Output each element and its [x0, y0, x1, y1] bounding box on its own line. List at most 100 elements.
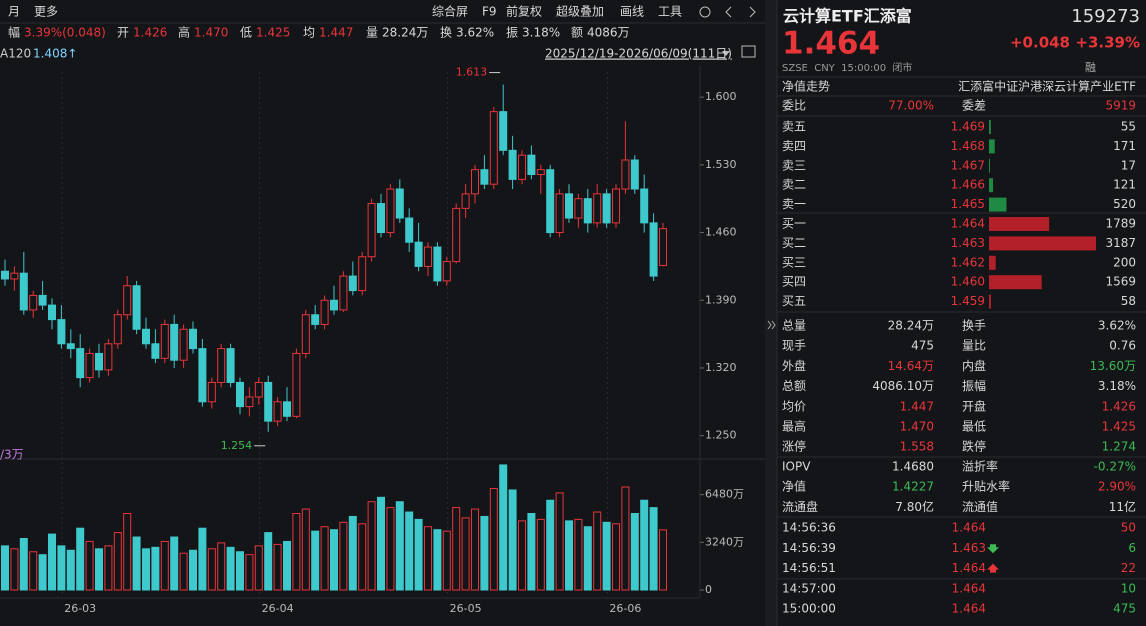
candle-body — [132, 285, 141, 330]
stat-value: 14.64万 — [888, 359, 934, 373]
candle-body — [292, 352, 301, 417]
volume-bar — [395, 501, 404, 591]
candle-body — [555, 193, 564, 234]
volume-bar — [546, 499, 555, 591]
book-price: 1.466 — [951, 178, 985, 192]
security-name: 云计算ETF汇添富 — [783, 7, 912, 26]
date-range[interactable]: 2025/12/19-2026/06/09(111日) — [545, 47, 732, 61]
quote-label: 幅 — [8, 25, 20, 40]
stat-value: 1.426 — [1102, 399, 1136, 413]
quote-value: 3.18% — [522, 26, 560, 40]
candle-body — [518, 154, 526, 180]
book-bar — [989, 294, 991, 309]
settings-icon[interactable] — [699, 6, 711, 18]
volume-bar — [330, 529, 338, 591]
toolbar-item[interactable]: 前复权 — [506, 4, 542, 19]
volume-bar — [499, 464, 508, 591]
book-bar — [989, 255, 996, 270]
trade-time: 14:56:39 — [782, 541, 836, 555]
candle-body — [160, 323, 169, 359]
book-label: 卖三 — [782, 158, 806, 172]
volume-bar — [377, 496, 385, 591]
volume-bar — [226, 546, 235, 591]
toolbar-item[interactable]: 画线 — [620, 5, 644, 19]
candle-body — [565, 193, 573, 219]
candle-body — [527, 154, 536, 176]
stat-label: IOPV — [782, 460, 811, 474]
prev-icon[interactable] — [725, 6, 732, 18]
candle-body — [264, 381, 273, 422]
dropdown-icon[interactable] — [722, 51, 730, 56]
weibi: 77.00% — [888, 99, 934, 113]
volume-bar — [640, 499, 649, 591]
window-icon[interactable] — [741, 45, 756, 58]
weibi: 5919 — [1105, 99, 1136, 113]
candle-body — [339, 275, 348, 311]
candle-body — [10, 272, 19, 280]
volume-bar — [480, 515, 489, 591]
volume-bar — [85, 540, 94, 591]
book-bar — [989, 139, 995, 154]
next-icon[interactable] — [749, 6, 756, 18]
volume-bar — [132, 536, 141, 591]
volume-bar — [339, 521, 348, 591]
volume-bar — [518, 520, 526, 591]
stat-label: 现手 — [782, 339, 806, 353]
book-volume: 1789 — [1105, 217, 1136, 231]
quote-label: 均 — [303, 26, 315, 40]
candle-body — [113, 314, 122, 345]
x-tick-label: 26-04 — [262, 602, 294, 615]
collapse-icon[interactable] — [767, 320, 776, 330]
candle-body — [612, 188, 620, 224]
volume-bar — [367, 501, 376, 591]
candle-body — [226, 348, 235, 383]
trade-price: 1.464 — [952, 581, 986, 595]
candle-body — [245, 396, 254, 408]
volume-bar — [574, 518, 583, 591]
collapse-bar[interactable] — [765, 0, 777, 626]
volume-bar — [245, 554, 254, 591]
volume-bar — [1, 545, 9, 591]
book-label: 买一 — [782, 217, 806, 231]
quote-label: 低 — [240, 26, 252, 40]
toolbar-item[interactable]: 超级叠加 — [556, 4, 604, 19]
candle-body — [57, 319, 66, 345]
candle-body — [386, 188, 395, 234]
toolbar-item[interactable]: 更多 — [34, 5, 58, 19]
book-label: 卖二 — [782, 178, 806, 192]
volume-bar — [583, 526, 592, 591]
candle-body — [66, 343, 75, 350]
candle-body — [1, 270, 9, 280]
volume-bar — [442, 530, 451, 591]
book-label: 买二 — [782, 236, 806, 250]
stat-label: 总量 — [782, 319, 806, 333]
x-tick-label: 26-06 — [609, 602, 641, 615]
candle-body — [593, 193, 602, 224]
trade-volume: 6 — [1128, 541, 1136, 555]
book-price: 1.463 — [951, 236, 985, 250]
candle-body — [471, 169, 479, 195]
toolbar-item[interactable]: 工具 — [658, 5, 682, 19]
stat-label: 流通盘 — [782, 499, 818, 514]
book-price: 1.464 — [951, 217, 985, 231]
stat-value: 4086.10万 — [872, 379, 934, 393]
toolbar-item[interactable]: F9 — [482, 5, 497, 19]
toolbar-item[interactable]: 综合屏 — [432, 4, 468, 19]
candle-body — [123, 285, 132, 316]
toolbar-item[interactable]: 月 — [8, 5, 20, 19]
trade-volume: 22 — [1121, 561, 1136, 575]
volume-bar — [198, 527, 207, 591]
stat-label: 内盘 — [962, 358, 986, 373]
candle-body — [236, 381, 244, 408]
quote-value: 3.39%(0.048) — [24, 26, 106, 40]
candle-body — [395, 188, 404, 219]
candle-body — [536, 169, 545, 176]
stat-label: 均价 — [782, 399, 806, 413]
candle-body — [104, 343, 113, 371]
book-label: 买五 — [782, 294, 806, 308]
y-tick-label: 1.460 — [705, 226, 737, 239]
quote-value: 4086万 — [587, 26, 630, 40]
stat-label: 升贴水率 — [962, 479, 1010, 494]
nav-tab[interactable]: 净值走势 — [782, 79, 830, 94]
candle-body — [189, 328, 197, 350]
